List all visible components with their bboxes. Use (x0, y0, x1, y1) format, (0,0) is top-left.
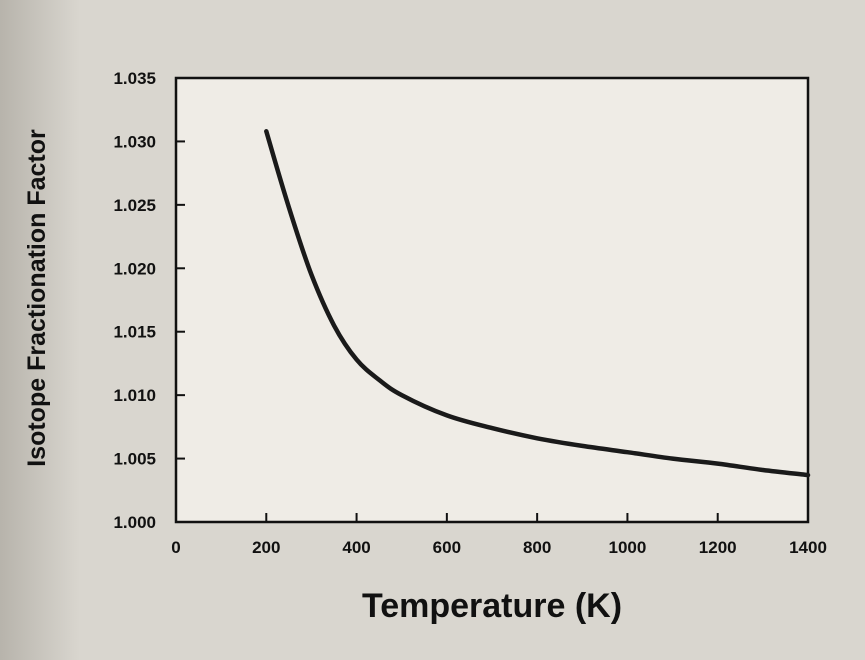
series-layer (264, 129, 811, 478)
y-tick-label: 1.025 (113, 196, 156, 215)
x-tick-label: 400 (342, 538, 370, 557)
y-tick-label: 1.015 (113, 323, 156, 342)
y-tick-label: 1.035 (113, 69, 156, 88)
y-tick-label: 1.005 (113, 450, 156, 469)
x-tick-label: 200 (252, 538, 280, 557)
x-axis: 0 200 400 600 800 1000 1200 1400 (171, 513, 827, 557)
x-tick-label: 800 (523, 538, 551, 557)
x-tick-label: 0 (171, 538, 180, 557)
y-axis: 1.000 1.005 1.010 1.015 1.020 1.025 1.030 1.035 (113, 69, 185, 532)
x-tick-label: 1200 (699, 538, 737, 557)
y-tick-label: 1.030 (113, 132, 156, 151)
plot-frame (174, 76, 810, 524)
x-tick-label: 600 (433, 538, 461, 557)
x-axis-title: Temperature (K) (362, 587, 622, 625)
x-tick-label: 1000 (609, 538, 647, 557)
y-axis-title: Isotope Fractionation Factor (23, 129, 51, 467)
page-edge-shadow (0, 0, 80, 660)
y-tick-label: 1.020 (113, 259, 156, 278)
x-tick-label: 1400 (789, 538, 827, 557)
y-tick-label: 1.000 (113, 513, 156, 532)
series-line (264, 129, 811, 478)
y-tick-label: 1.010 (113, 386, 156, 405)
